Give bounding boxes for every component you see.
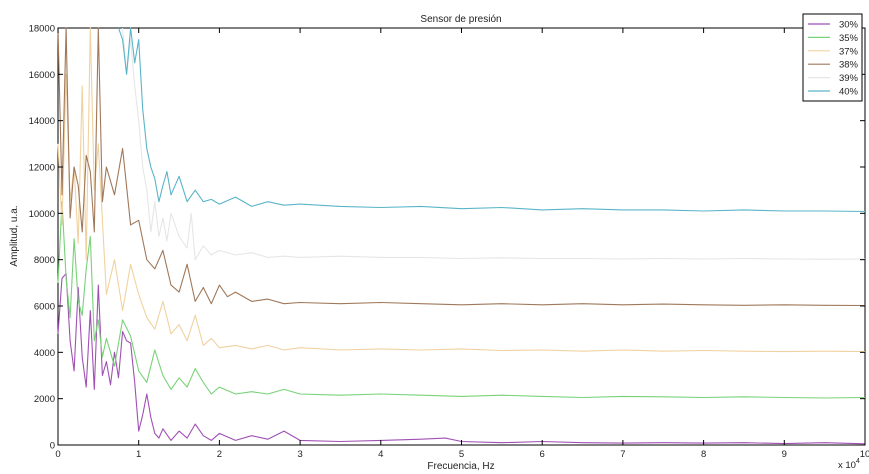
x-tick-label: 5 [459,449,464,460]
y-tick-label: 2000 [34,394,55,405]
legend-box [802,13,863,102]
y-tick-label: 4000 [34,348,55,359]
y-tick-label: 0 [50,441,55,452]
x-tick-label: 7 [620,449,625,460]
chart-title: Sensor de presión [420,14,501,25]
x-tick-label: 6 [540,449,545,460]
x-tick-label: 8 [701,449,706,460]
legend-label-0: 30% [839,20,859,31]
y-tick-label: 16000 [29,70,55,81]
y-axis: 0 2000 4000 6000 8000 10000 12000 14000 16000 180… [29,24,865,452]
y-tick-label: 12000 [29,163,55,174]
x-axis: 0 1 2 3 4 5 6 7 8 9 10 [55,28,869,460]
y-tick-label: 6000 [34,302,55,313]
legend-label-5: 40% [839,87,859,98]
x-exponent-label: x 104 [838,458,860,471]
y-tick-label: 18000 [29,24,55,35]
series-line-0 [57,273,866,445]
y-tick-label: 10000 [29,209,55,220]
x-tick-label: 9 [782,449,787,460]
x-tick-label: 10 [860,449,869,460]
series-line-4 [122,27,866,261]
x-tick-label: 1 [136,449,141,460]
y-tick-label: 14000 [29,116,55,127]
legend: 30% 35% 37% 38% 39% 40% [802,13,863,102]
x-tick-label: 2 [217,449,222,460]
series-line-1 [57,201,866,399]
series-layer [57,27,866,445]
x-tick-label: 4 [378,449,383,460]
series-line-5 [117,27,866,213]
legend-label-1: 35% [839,33,859,44]
legend-label-4: 39% [839,73,859,84]
x-tick-label: 3 [297,449,302,460]
y-tick-label: 8000 [34,255,55,266]
series-line-2 [57,27,866,353]
legend-label-2: 37% [839,46,859,57]
y-axis-label: Amplitud, u.a. [9,205,20,266]
legend-label-3: 38% [839,60,859,71]
x-tick-label: 0 [55,449,60,460]
series-line-3 [57,27,866,307]
x-axis-label: Frecuencia, Hz [427,461,494,472]
